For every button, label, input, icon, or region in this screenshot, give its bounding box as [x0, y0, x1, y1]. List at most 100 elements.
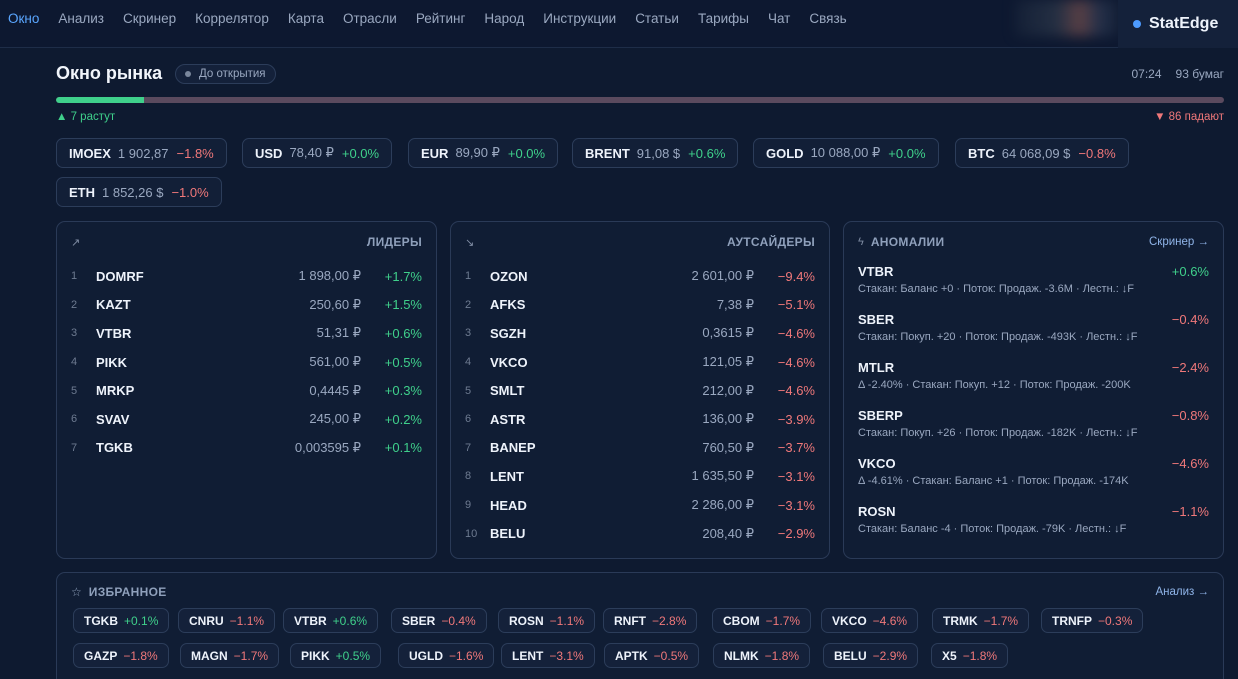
nav-item-9[interactable]: Статьи — [635, 10, 679, 26]
favorite-chip-cnru[interactable]: CNRU −1.1% — [178, 608, 276, 633]
favorite-chip-vtbr[interactable]: VTBR +0.6% — [283, 608, 379, 633]
anomaly-item[interactable]: VTBR +0.6% Стакан: Баланс +0 · Поток: Прод… — [858, 264, 1209, 312]
nav-item-0[interactable]: Окно — [8, 10, 40, 26]
chip-symbol: MAGN — [191, 648, 228, 663]
row-change: +0.2% — [384, 411, 422, 427]
chip-symbol: LENT — [512, 648, 544, 663]
row-change: −4.6% — [777, 325, 815, 341]
favorite-chip-sber[interactable]: SBER −0.4% — [391, 608, 487, 633]
screener-link[interactable]: Скринер → — [1149, 236, 1209, 248]
chip-symbol: VTBR — [294, 613, 327, 628]
chip-symbol: TGKB — [84, 613, 118, 628]
favorite-chip-pikk[interactable]: PIKK +0.5% — [290, 643, 382, 668]
leaders-row[interactable]: 4 PIKK 561,00 ₽ +0.5% — [71, 348, 422, 377]
favorite-chip-gazp[interactable]: GAZP −1.8% — [73, 643, 169, 668]
leaders-row[interactable]: 2 KAZT 250,60 ₽ +1.5% — [71, 291, 422, 320]
row-symbol: SGZH — [490, 325, 527, 341]
leaders-row[interactable]: 1 DOMRF 1 898,00 ₽ +1.7% — [71, 262, 422, 291]
anomaly-item[interactable]: VKCO −4.6% Δ -4.61% · Стакан: Баланс +1 · … — [858, 456, 1209, 504]
row-price: 0,4445 ₽ — [309, 382, 361, 398]
outsiders-row[interactable]: 5 SMLT 212,00 ₽ −4.6% — [465, 376, 815, 405]
ticker-usd[interactable]: USD 78,40 ₽ +0.0% — [242, 138, 393, 168]
row-change: +1.7% — [384, 268, 422, 284]
leaders-row[interactable]: 6 SVAV 245,00 ₽ +0.2% — [71, 405, 422, 434]
favorite-chip-rosn[interactable]: ROSN −1.1% — [498, 608, 596, 633]
favorite-chip-ugld[interactable]: UGLD −1.6% — [398, 643, 495, 668]
anomaly-change: −2.4% — [1171, 360, 1209, 375]
favorite-chip-belu[interactable]: BELU −2.9% — [823, 643, 919, 668]
favorite-chip-trnfp[interactable]: TRNFP −0.3% — [1041, 608, 1144, 633]
brand-logo[interactable]: StatEdge — [1118, 0, 1238, 48]
row-rank: 5 — [71, 384, 78, 397]
favorite-chip-x5[interactable]: X5 −1.8% — [931, 643, 1009, 668]
outsiders-row[interactable]: 7 BANEP 760,50 ₽ −3.7% — [465, 434, 815, 463]
row-symbol: DOMRF — [96, 268, 144, 284]
star-icon: ☆ — [71, 585, 82, 599]
anomaly-item[interactable]: ROSN −1.1% Стакан: Баланс -4 · Поток: Прод… — [858, 504, 1209, 552]
leaders-row[interactable]: 3 VTBR 51,31 ₽ +0.6% — [71, 319, 422, 348]
nav-item-3[interactable]: Коррелятор — [195, 10, 269, 26]
row-price: 1 635,50 ₽ — [691, 468, 755, 484]
favorite-chip-tgkb[interactable]: TGKB +0.1% — [73, 608, 170, 633]
nav-item-10[interactable]: Тарифы — [697, 10, 749, 26]
outsiders-row[interactable]: 10 BELU 208,40 ₽ −2.9% — [465, 519, 815, 548]
ticker-gold[interactable]: GOLD 10 088,00 ₽ +0.0% — [753, 138, 939, 168]
outsiders-row[interactable]: 6 ASTR 136,00 ₽ −3.9% — [465, 405, 815, 434]
anomaly-symbol: ROSN — [858, 504, 896, 519]
favorite-chip-trmk[interactable]: TRMK −1.7% — [932, 608, 1030, 633]
ticker-btc[interactable]: BTC 64 068,09 $ −0.8% — [955, 138, 1129, 168]
row-rank: 4 — [71, 356, 78, 369]
favorite-chip-nlmk[interactable]: NLMK −1.8% — [713, 643, 811, 668]
nav-item-7[interactable]: Народ — [484, 10, 525, 26]
anomaly-header: VKCO −4.6% — [858, 456, 1209, 471]
favorite-chip-vkco[interactable]: VKCO −4.6% — [821, 608, 919, 633]
nav-item-1[interactable]: Анализ — [58, 10, 104, 26]
ticker-eur[interactable]: EUR 89,90 ₽ +0.0% — [408, 138, 559, 168]
favorite-chip-rnft[interactable]: RNFT −2.8% — [603, 608, 698, 633]
leaders-row[interactable]: 5 MRKP 0,4445 ₽ +0.3% — [71, 376, 422, 405]
nav-item-2[interactable]: Скринер — [122, 10, 177, 26]
anomaly-description: Стакан: Покуп. +26 · Поток: Продаж. -182… — [858, 427, 1138, 439]
outsiders-row[interactable]: 2 AFKS 7,38 ₽ −5.1% — [465, 291, 815, 320]
chip-change: −1.7% — [765, 613, 801, 628]
chip-symbol: VKCO — [832, 613, 867, 628]
outsiders-row[interactable]: 4 VKCO 121,05 ₽ −4.6% — [465, 348, 815, 377]
ticker-value: 1 852,26 $ — [102, 184, 164, 200]
outsiders-row[interactable]: 9 HEAD 2 286,00 ₽ −3.1% — [465, 491, 815, 520]
row-price: 212,00 ₽ — [702, 382, 754, 398]
nav-item-4[interactable]: Карта — [287, 10, 324, 26]
favorite-chip-cbom[interactable]: CBOM −1.7% — [712, 608, 812, 633]
favorite-chip-aptk[interactable]: APTK −0.5% — [604, 643, 700, 668]
anomaly-change: −4.6% — [1171, 456, 1209, 471]
nav-item-5[interactable]: Отрасли — [342, 10, 397, 26]
ticker-brent[interactable]: BRENT 91,08 $ +0.6% — [572, 138, 739, 168]
chip-symbol: BELU — [834, 648, 867, 663]
ticker-imoex[interactable]: IMOEX 1 902,87 −1.8% — [56, 138, 227, 168]
outsiders-row[interactable]: 8 LENT 1 635,50 ₽ −3.1% — [465, 462, 815, 491]
nav-item-11[interactable]: Чат — [767, 10, 791, 26]
favorite-chip-magn[interactable]: MAGN −1.7% — [180, 643, 280, 668]
analysis-link[interactable]: Анализ → — [1155, 586, 1209, 598]
row-symbol: AFKS — [490, 297, 526, 313]
row-change: −3.9% — [777, 411, 815, 427]
row-rank: 9 — [465, 499, 472, 512]
nav-item-6[interactable]: Рейтинг — [415, 10, 466, 26]
chip-change: +0.6% — [332, 613, 368, 628]
chip-change: −1.1% — [549, 613, 585, 628]
anomaly-symbol: MTLR — [858, 360, 895, 375]
anomaly-header: MTLR −2.4% — [858, 360, 1209, 375]
outsiders-row[interactable]: 1 OZON 2 601,00 ₽ −9.4% — [465, 262, 815, 291]
favorite-chip-lent[interactable]: LENT −3.1% — [501, 643, 595, 668]
outsiders-row[interactable]: 3 SGZH 0,3615 ₽ −4.6% — [465, 319, 815, 348]
leaders-row[interactable]: 7 TGKB 0,003595 ₽ +0.1% — [71, 434, 422, 463]
anomaly-item[interactable]: SBER −0.4% Стакан: Покуп. +20 · Поток: Про… — [858, 312, 1209, 360]
nav-item-12[interactable]: Связь — [809, 10, 847, 26]
anomaly-item[interactable]: MTLR −2.4% Δ -2.40% · Стакан: Покуп. +12 ·… — [858, 360, 1209, 408]
ticker-symbol: EUR — [421, 145, 449, 161]
securities-count: 93 бумаг — [1175, 67, 1224, 81]
row-rank: 7 — [71, 441, 78, 454]
row-change: +0.3% — [384, 383, 422, 399]
ticker-eth[interactable]: ETH 1 852,26 $ −1.0% — [56, 177, 222, 207]
anomaly-item[interactable]: SBERP −0.8% Стакан: Покуп. +26 · Поток: Пр… — [858, 408, 1209, 456]
nav-item-8[interactable]: Инструкции — [543, 10, 617, 26]
